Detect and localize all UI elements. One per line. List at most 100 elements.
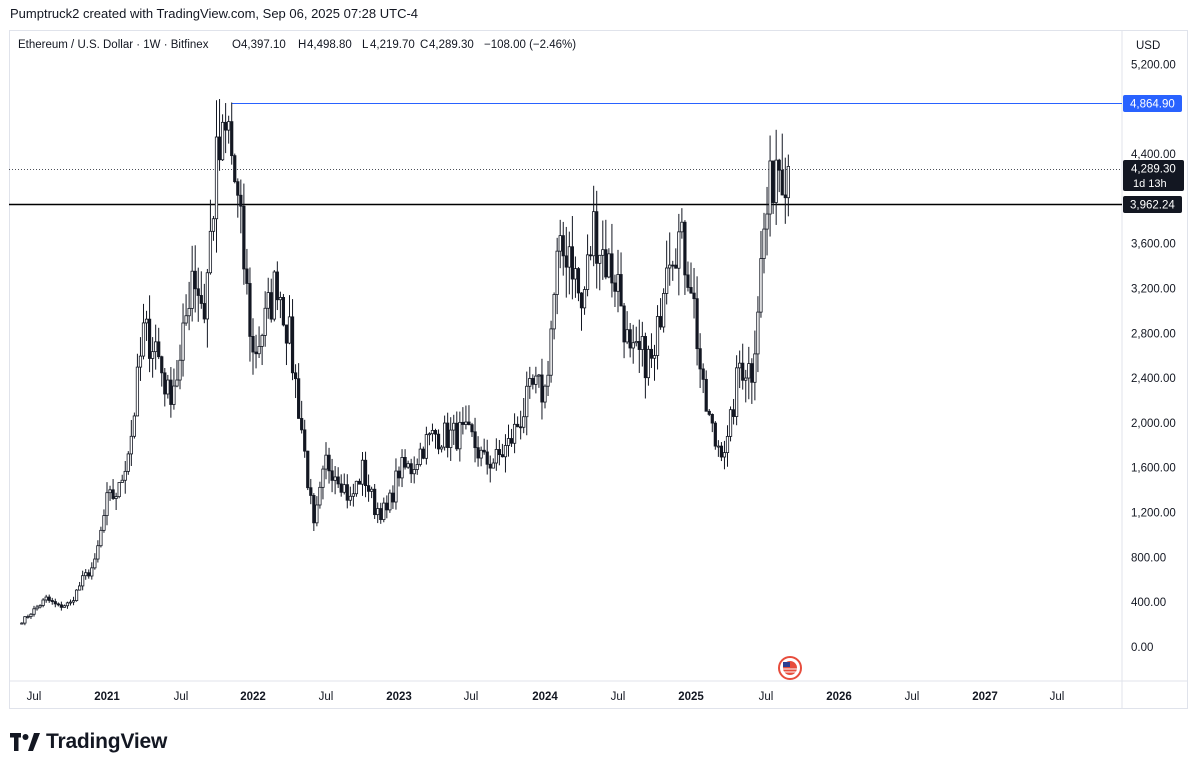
candle-body-up [747,363,751,379]
price-tick-label: 800.00 [1131,552,1166,564]
candle-body-up [272,271,276,320]
candle-body-up [753,353,757,383]
candle-body-up [102,515,106,531]
candle-body-up [412,469,416,475]
candle-body-down [470,424,474,433]
candle-body-up [665,267,669,294]
ath-price-label: 4,864.90 [1123,95,1182,112]
chart-frame[interactable] [9,30,1188,709]
candle-body-up [266,292,270,309]
candle-body-up [774,159,778,203]
candle-body-up [765,213,769,230]
tradingview-logo: TradingView [10,728,167,756]
candle-body-down [579,292,584,309]
created-by-text: Pumptruck2 created with TradingView.com,… [10,6,419,21]
time-tick-label: Jul [759,691,774,703]
candle-body-up [214,136,219,220]
candle-body-down [242,205,246,270]
candle-body-down [446,422,450,448]
candle-body-down [674,264,678,269]
candle-body-up [464,421,468,425]
candle-body-down [309,487,313,496]
candle-body-down [777,159,781,171]
candle-body-down [47,596,51,601]
time-tick-label: 2021 [94,691,120,703]
candle-body-up [187,307,191,317]
candle-body-up [23,616,27,624]
candle-body-up [166,379,170,395]
price-tick-label: 1,600.00 [1131,463,1176,475]
candle-body-up [315,504,319,524]
candle-body-down [741,362,745,381]
candle-body-up [512,423,517,444]
bar-countdown-text: 1d 13h [1133,178,1167,190]
symbol-name[interactable]: Ethereum / U.S. Dollar · 1W · Bitfinex [18,39,209,51]
candle-body-up [151,351,155,359]
candle-body-up [722,452,727,458]
candle-body-up [260,335,264,347]
candle-body-up [81,575,85,587]
candle-body-down [649,348,654,359]
ath-price-label-text: 4,864.90 [1130,99,1175,111]
candle-body-up [41,599,45,606]
candle-body-up [287,316,292,344]
time-tick-label: 2024 [532,691,558,703]
currency-label[interactable]: USD [1136,40,1160,52]
candle-body-up [138,355,143,368]
candle-body-up [318,486,322,506]
candle-body-up [333,476,337,481]
candle-body-down [731,409,736,417]
candle-body-up [263,307,267,336]
candle-body-down [248,283,252,337]
candle-body-up [646,348,651,379]
price-axis[interactable]: 5,200.00 4,400.00 3,600.00 3,200.00 2,800.00… [1131,59,1176,654]
candle-body-up [342,484,346,493]
time-tick-label: 2026 [826,691,852,703]
candle-body-up [90,567,94,577]
candle-body-up [677,231,681,269]
candle-body-up [415,464,419,470]
candle-body-down [293,372,298,380]
candle-body-up [631,342,635,349]
candle-body-down [509,438,514,444]
candle-body-up [126,453,130,472]
candle-body-down [455,422,459,450]
candle-body-down [391,492,395,503]
candlestick-series[interactable] [20,99,790,626]
candle-body-up [430,430,435,435]
change-value: −108.00 (−2.46%) [484,39,576,51]
candle-body-down [233,155,237,183]
price-tick-label: 1,200.00 [1131,508,1176,520]
candle-body-down [589,254,593,257]
candle-body-down [780,169,784,196]
candle-body-up [141,322,146,357]
candle-body-up [680,221,684,233]
candle-body-down [485,451,489,465]
candle-body-down [303,429,307,452]
candle-body-up [567,246,571,268]
candle-body-down [476,447,480,459]
candle-body-up [324,454,328,470]
price-tick-label: 3,600.00 [1131,239,1176,251]
us-flag-event-icon[interactable] [778,656,802,680]
candle-body-down [397,470,401,479]
candle-body-down [379,508,383,520]
candle-body-up [768,160,772,215]
candle-body-down [540,374,544,403]
time-tick-label: Jul [27,691,42,703]
last-price-label: 4,289.30 1d 13h [1123,160,1184,191]
candle-body-down [336,476,340,485]
price-tick-label: 3,200.00 [1131,283,1176,295]
candle-body-down [531,378,535,385]
candle-body-down [671,264,675,267]
time-axis[interactable]: Jul 2021 Jul 2022 Jul 2023 Jul 2024 Jul 2025 Jul 20… [27,691,1065,703]
candle-body-up [123,470,127,481]
candle-body-up [655,316,660,356]
candle-body-down [783,194,787,199]
candle-body-up [84,572,88,577]
candle-body-up [68,601,73,604]
candle-body-down [686,274,690,288]
candle-body-down [461,421,465,425]
ohlc-values: O 4,397.10 H 4,498.80 L 4,219.70 C 4,289… [232,39,576,51]
